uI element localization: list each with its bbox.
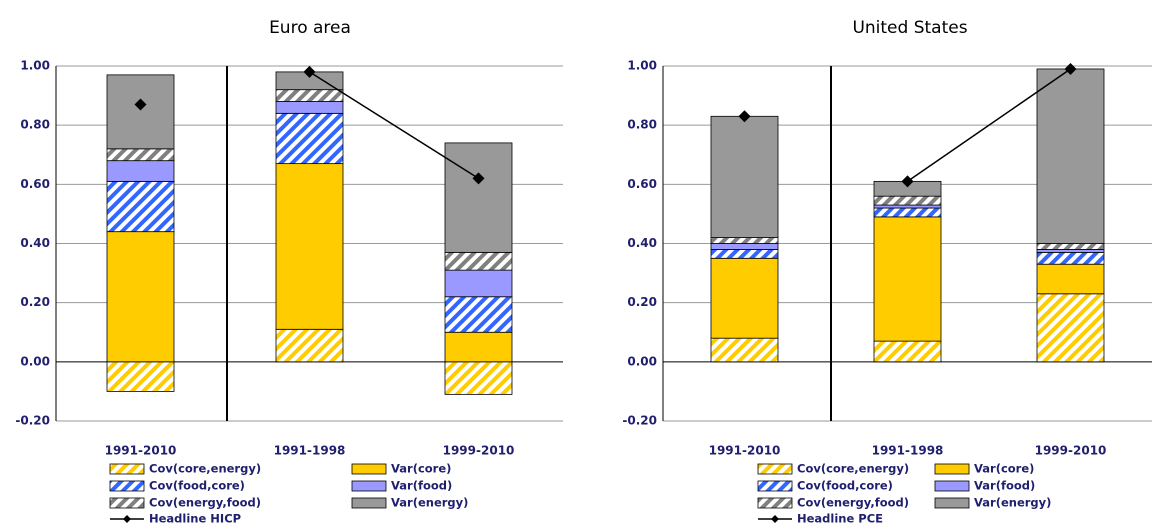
- bar-segment: [873, 216, 942, 342]
- legend-swatch: [351, 463, 387, 475]
- headline-marker: [901, 175, 914, 188]
- legend-swatch: [109, 480, 145, 492]
- headline-marker: [134, 98, 147, 111]
- bar-segment: [275, 328, 344, 363]
- legend-swatch: [109, 463, 145, 475]
- legend-label: Var(core): [391, 462, 451, 476]
- legend-swatch: [934, 497, 970, 509]
- chart-title: Euro area: [269, 18, 351, 38]
- y-tick-label: -0.20: [622, 414, 657, 428]
- bar-segment: [710, 243, 779, 250]
- y-tick-label: 0.60: [20, 177, 50, 191]
- legend-swatch: [757, 463, 793, 475]
- y-tick-label: 0.60: [627, 177, 657, 191]
- legend-marker: [123, 515, 131, 523]
- legend-label: Cov(food,core): [149, 479, 245, 493]
- legend-swatch: [757, 480, 793, 492]
- y-tick-label: 1.00: [627, 59, 657, 73]
- x-tick-label: 1991-2010: [709, 444, 781, 458]
- x-tick-label: 1999-2010: [1035, 444, 1107, 458]
- headline-marker: [738, 110, 751, 123]
- bar-segment: [275, 112, 344, 165]
- bar-segment: [275, 163, 344, 330]
- headline-line: [907, 68, 1071, 182]
- bar-segment: [106, 160, 175, 182]
- bar-segment: [106, 180, 175, 233]
- legend-label: Cov(energy,food): [797, 496, 909, 510]
- y-tick-label: -0.20: [15, 414, 50, 428]
- bar-segment: [710, 337, 779, 363]
- bar-segment: [106, 231, 175, 363]
- bar-segment: [444, 251, 513, 271]
- y-tick-label: 1.00: [20, 59, 50, 73]
- legend-label: Cov(food,core): [797, 479, 893, 493]
- chart: Euro area -0.20 0.00 0.20 0.40 0.60 0.80 1.00 19…: [15, 18, 563, 526]
- legend-label: Cov(core,energy): [797, 462, 909, 476]
- bar-segment: [106, 74, 175, 150]
- bar-segment: [873, 204, 942, 209]
- x-tick-label: 1999-2010: [443, 444, 515, 458]
- y-tick-label: 0.00: [627, 354, 657, 368]
- legend-label: Cov(core,energy): [149, 462, 261, 476]
- legend-label: Cov(energy,food): [149, 496, 261, 510]
- legend-label: Headline HICP: [149, 512, 241, 526]
- legend-swatch: [351, 480, 387, 492]
- legend-swatch: [934, 480, 970, 492]
- bar-segment: [444, 142, 513, 253]
- legend-swatch: [109, 497, 145, 509]
- y-tick-label: 0.80: [20, 118, 50, 132]
- y-tick-label: 0.00: [20, 354, 50, 368]
- y-tick-label: 0.80: [627, 118, 657, 132]
- chart-title: United States: [852, 18, 967, 38]
- bar-segment: [873, 340, 942, 363]
- bar-segment: [444, 331, 513, 363]
- headline-line: [309, 71, 479, 180]
- legend-label: Var(core): [974, 462, 1034, 476]
- bar-segment: [1036, 293, 1105, 363]
- x-tick-label: 1991-1998: [274, 444, 346, 458]
- bar-segment: [710, 115, 779, 238]
- legend-label: Var(energy): [974, 496, 1051, 510]
- legend-label: Headline PCE: [797, 512, 883, 526]
- x-tick-label: 1991-1998: [872, 444, 944, 458]
- bar-segment: [873, 207, 942, 218]
- bar-segment: [444, 269, 513, 298]
- y-tick-label: 0.40: [20, 236, 50, 250]
- bar-segment: [1036, 263, 1105, 295]
- headline-marker: [1064, 62, 1077, 75]
- bar-segment: [275, 89, 344, 102]
- bar-segment: [1036, 68, 1105, 244]
- legend-swatch: [934, 463, 970, 475]
- bar-segment: [106, 361, 175, 392]
- bar-segment: [444, 361, 513, 395]
- legend-marker: [771, 515, 779, 523]
- bar-segment: [710, 237, 779, 244]
- legend-swatch: [351, 497, 387, 509]
- bar-segment: [275, 101, 344, 114]
- y-tick-label: 0.40: [627, 236, 657, 250]
- x-tick-label: 1991-2010: [105, 444, 177, 458]
- bar-segment: [710, 249, 779, 259]
- legend-label: Var(food): [391, 479, 452, 493]
- bar-segment: [1036, 249, 1105, 253]
- legend-label: Var(food): [974, 479, 1035, 493]
- bar-segment: [1036, 251, 1105, 265]
- y-tick-label: 0.20: [627, 295, 657, 309]
- bar-segment: [444, 296, 513, 333]
- bar-segment: [106, 148, 175, 162]
- headline-marker: [303, 65, 316, 78]
- bar-segment: [1036, 243, 1105, 250]
- headline-marker: [472, 172, 485, 185]
- bar-segment: [710, 257, 779, 339]
- legend-swatch: [757, 497, 793, 509]
- legend-label: Var(energy): [391, 496, 468, 510]
- bar-segment: [873, 195, 942, 206]
- chart: United States -0.20 0.00 0.20 0.40 0.60 0.80 1.…: [622, 18, 1152, 526]
- y-tick-label: 0.20: [20, 295, 50, 309]
